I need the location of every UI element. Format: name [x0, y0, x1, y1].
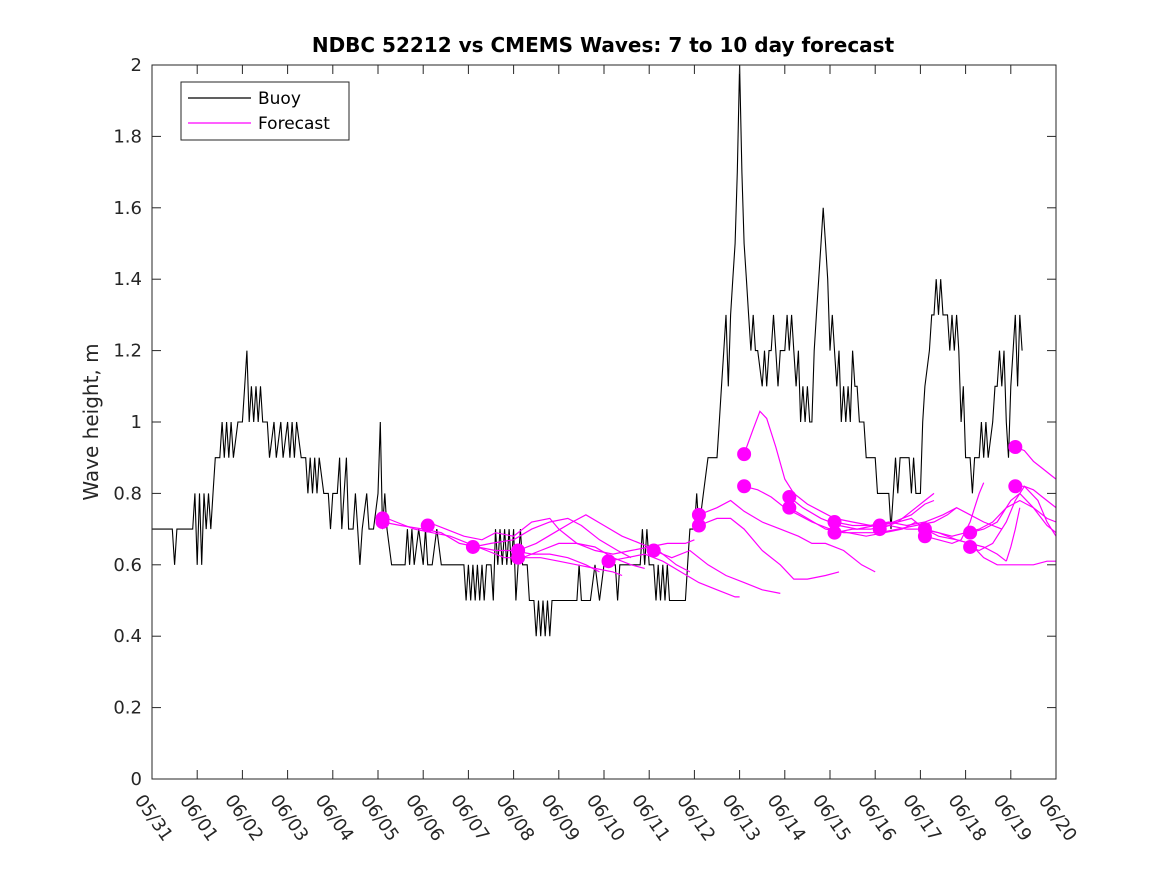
forecast-line-19 [924, 499, 1056, 537]
chart-title: NDBC 52212 vs CMEMS Waves: 7 to 10 day f… [312, 33, 895, 57]
forecast-marker-4 [465, 539, 480, 554]
plot-area [152, 65, 1056, 637]
y-tick-label: 0.8 [113, 483, 142, 504]
forecast-marker-21 [963, 525, 978, 540]
buoy-series-line [152, 65, 1023, 637]
forecast-marker-24 [1008, 479, 1023, 494]
forecast-line-4 [472, 517, 632, 559]
forecast-line-25 [1005, 507, 1021, 562]
forecast-line-21 [969, 492, 1056, 534]
forecast-line-24 [1015, 485, 1056, 509]
forecast-line-18 [879, 492, 935, 530]
forecast-marker-22 [963, 539, 978, 554]
forecast-marker-7 [601, 554, 616, 569]
forecast-line-9 [698, 499, 876, 573]
forecast-line-23 [1015, 446, 1056, 480]
y-tick-label: 1 [131, 412, 142, 433]
forecast-marker-2 [375, 511, 390, 526]
forecast-marker-14 [782, 500, 797, 515]
y-tick-label: 0.6 [113, 555, 142, 576]
forecast-marker-6 [511, 550, 526, 565]
y-axis-label: Wave height, m [79, 343, 103, 500]
y-tick-label: 1.4 [113, 269, 142, 290]
forecast-line-15 [834, 507, 1003, 530]
legend-box [180, 81, 350, 141]
forecast-marker-12 [737, 479, 752, 494]
y-tick-label: 0.2 [113, 698, 142, 719]
y-tick-label: 2 [131, 55, 142, 76]
legend: Buoy Forecast [180, 81, 350, 141]
y-tick-label: 0 [131, 769, 142, 790]
forecast-marker-11 [737, 447, 752, 462]
forecast-line-12 [743, 485, 917, 537]
forecast-marker-10 [691, 518, 706, 533]
forecast-line-7 [608, 553, 740, 598]
forecast-marker-18 [872, 522, 887, 537]
y-tick-label: 0.4 [113, 626, 142, 647]
forecast-line-13 [788, 496, 935, 530]
forecast-marker-20 [917, 529, 932, 544]
forecast-marker-16 [827, 525, 842, 540]
forecast-line-10 [698, 517, 840, 580]
forecast-marker-23 [1008, 439, 1023, 454]
y-tick-label: 1.8 [113, 126, 142, 147]
legend-label-forecast: Forecast [258, 114, 330, 134]
legend-label-buoy: Buoy [258, 89, 301, 109]
y-tick-label: 1.6 [113, 198, 142, 219]
forecast-marker-3 [420, 518, 435, 533]
forecast-line-6 [522, 539, 695, 559]
forecast-line-22 [969, 485, 1056, 552]
forecast-line-8 [653, 549, 781, 594]
forecast-line-1 [377, 514, 623, 577]
forecast-marker-8 [646, 543, 661, 558]
y-tick-label: 1.2 [113, 341, 142, 362]
